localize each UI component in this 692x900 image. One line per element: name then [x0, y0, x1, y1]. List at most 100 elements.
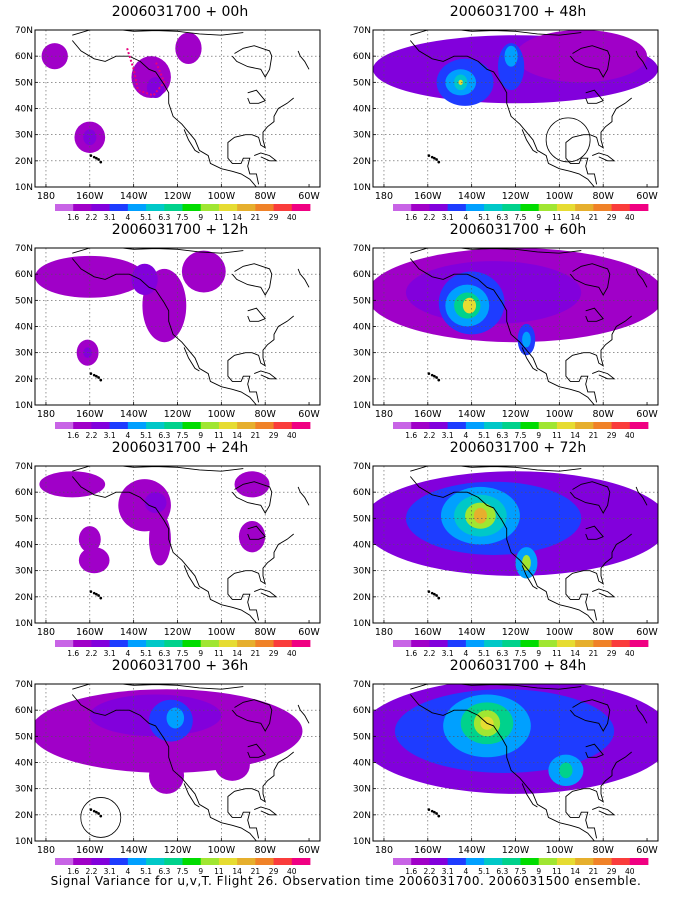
colorbar-label: 4: [463, 867, 468, 875]
y-tick-label: 20N: [15, 593, 33, 603]
colorbar-label: 11: [214, 867, 224, 875]
colorbar-label: 4: [125, 649, 130, 657]
x-tick-label: 160W: [76, 409, 104, 420]
colorbar-label: 40: [287, 431, 297, 439]
variance-contour: [131, 263, 158, 296]
x-tick-label: 60W: [636, 409, 658, 420]
y-tick-label: 40N: [353, 323, 371, 333]
y-tick-label: 20N: [353, 157, 371, 167]
colorbar-label: 5.1: [140, 431, 152, 439]
x-tick-label: 140W: [458, 409, 486, 420]
map-panel: 2006031700 + 36h 70N 60N 50N 40N 30N 20N 10N 180…: [10, 658, 350, 875]
variance-contour: [522, 554, 531, 571]
colorbar-label: 7.5: [515, 867, 527, 875]
panel-title: 2006031700 + 36h: [111, 658, 249, 674]
colorbar-label: 5.1: [478, 649, 490, 657]
x-tick-label: 100W: [546, 191, 574, 202]
colorbar-label: 29: [269, 867, 279, 875]
colorbar-label: 4: [463, 213, 468, 221]
y-tick-label: 60N: [15, 52, 33, 62]
colorbar-swatch: [127, 640, 147, 647]
colorbar-label: 6.3: [158, 431, 170, 439]
colorbar-label: 7.5: [515, 431, 527, 439]
colorbar-label: 7.5: [177, 649, 189, 657]
colorbar-swatch: [593, 858, 612, 865]
colorbar-label: 4: [463, 431, 468, 439]
colorbar-swatch: [273, 422, 293, 429]
y-tick-label: 50N: [15, 296, 33, 306]
colorbar-swatch: [55, 640, 74, 647]
colorbar-swatch: [218, 422, 238, 429]
colorbar-swatch: [127, 204, 147, 211]
colorbar-swatch: [91, 204, 111, 211]
colorbar-label: 3.1: [442, 649, 454, 657]
colorbar-label: 14: [232, 431, 242, 439]
colorbar-swatch: [429, 858, 449, 865]
x-tick-label: 100W: [546, 409, 574, 420]
colorbar-swatch: [411, 204, 430, 211]
colorbar-swatch: [465, 640, 485, 647]
colorbar-swatch: [411, 422, 430, 429]
x-tick-label: 80W: [592, 845, 614, 856]
panel-title: 2006031700 + 72h: [449, 440, 587, 456]
y-tick-label: 20N: [15, 157, 33, 167]
colorbar-swatch: [146, 640, 165, 647]
x-tick-label: 180: [375, 845, 393, 856]
y-tick-label: 50N: [353, 78, 371, 88]
y-tick-label: 10N: [353, 837, 371, 847]
colorbar-swatch: [556, 204, 576, 211]
colorbar-swatch: [182, 422, 202, 429]
y-tick-label: 20N: [15, 375, 33, 385]
colorbar-label: 1.6: [405, 867, 417, 875]
colorbar-swatch: [484, 422, 503, 429]
y-tick-label: 30N: [353, 131, 371, 141]
variance-contour: [473, 507, 487, 524]
x-tick-label: 180: [37, 191, 55, 202]
colorbar-swatch: [556, 858, 576, 865]
colorbar-swatch: [237, 858, 256, 865]
y-tick-label: 10N: [353, 619, 371, 629]
x-tick-label: 100W: [546, 627, 574, 638]
colorbar-label: 14: [570, 649, 580, 657]
colorbar-label: 21: [251, 867, 261, 875]
colorbar-swatch: [393, 858, 412, 865]
colorbar: 1.6 2.2 3.1 4 5.1 6.3 7.5 9 11 14 21 29 40: [393, 422, 649, 439]
y-tick-label: 40N: [353, 759, 371, 769]
colorbar-swatch: [465, 422, 485, 429]
variance-field: [39, 471, 270, 574]
y-tick-label: 30N: [15, 349, 33, 359]
panel-title: 2006031700 + 24h: [111, 440, 249, 456]
colorbar-label: 2.2: [85, 649, 97, 657]
colorbar-swatch: [429, 204, 449, 211]
colorbar-swatch: [484, 640, 503, 647]
colorbar-label: 9: [198, 431, 203, 439]
colorbar-swatch: [411, 858, 430, 865]
colorbar-label: 7.5: [177, 867, 189, 875]
colorbar-label: 2.2: [423, 431, 435, 439]
colorbar-swatch: [484, 204, 503, 211]
y-tick-label: 70N: [353, 462, 371, 472]
colorbar-label: 6.3: [496, 867, 508, 875]
colorbar-swatch: [520, 422, 540, 429]
y-tick-label: 70N: [15, 462, 33, 472]
colorbar-swatch: [255, 858, 274, 865]
y-tick-label: 20N: [353, 375, 371, 385]
colorbar-label: 21: [251, 649, 261, 657]
y-tick-label: 30N: [15, 567, 33, 577]
variance-contour: [39, 471, 106, 498]
x-tick-label: 80W: [254, 191, 276, 202]
x-tick-label: 160W: [76, 191, 104, 202]
colorbar-label: 7.5: [177, 431, 189, 439]
colorbar-label: 11: [552, 649, 562, 657]
variance-contour: [234, 471, 270, 498]
y-tick-label: 60N: [15, 270, 33, 280]
colorbar-swatch: [255, 422, 274, 429]
colorbar-swatch: [273, 640, 293, 647]
colorbar-label: 4: [125, 431, 130, 439]
colorbar-swatch: [520, 858, 540, 865]
colorbar-label: 40: [625, 867, 635, 875]
map-plot: 70N 60N 50N 40N 30N 20N 10N 180 160W 140W 120W 100W…: [353, 26, 659, 221]
panel-title: 2006031700 + 48h: [449, 4, 587, 20]
colorbar-swatch: [556, 640, 576, 647]
colorbar-label: 11: [552, 867, 562, 875]
